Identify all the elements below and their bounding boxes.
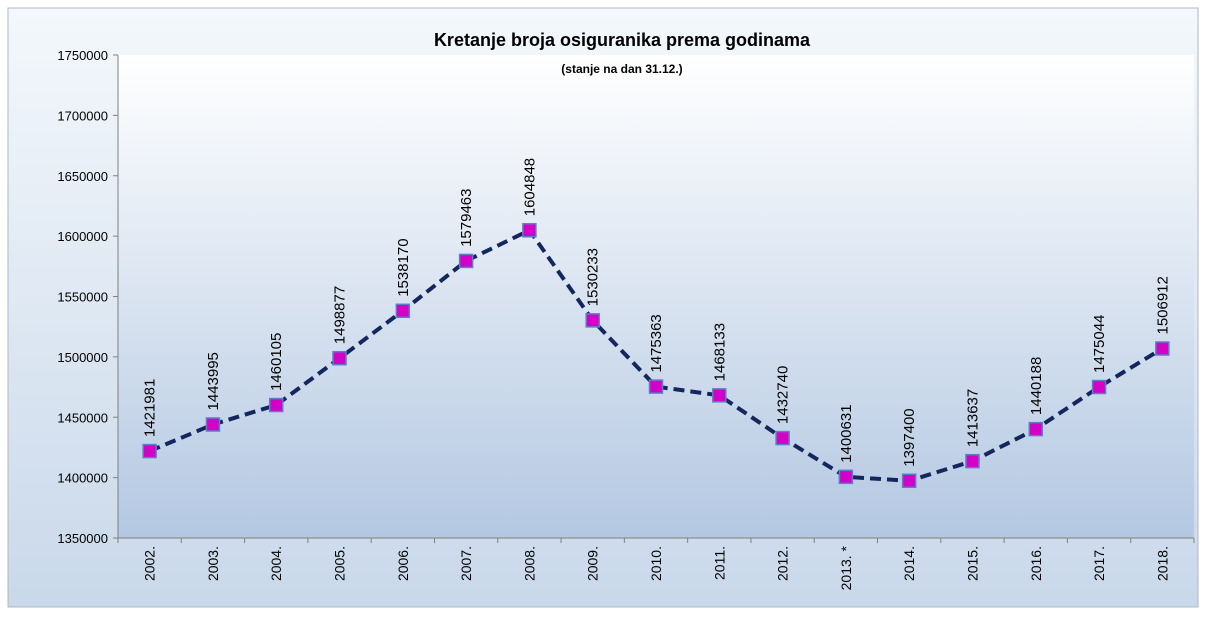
x-tick-label: 2006. [395, 546, 411, 581]
data-label: 1579463 [458, 189, 475, 247]
x-tick-label: 2003. [205, 546, 221, 581]
y-tick-label: 1450000 [57, 410, 108, 425]
x-tick-label: 2008. [521, 546, 537, 581]
marker [332, 350, 347, 366]
data-label: 1498877 [332, 286, 349, 344]
data-label: 1538170 [395, 238, 412, 296]
x-tick-label: 2011. [711, 546, 727, 580]
x-tick-label: 2012. [775, 546, 791, 581]
data-label: 1443995 [205, 352, 222, 410]
y-tick-label: 1550000 [57, 290, 108, 305]
x-tick-label: 2017. [1091, 546, 1107, 581]
marker [142, 443, 157, 459]
chart-title: Kretanje broja osiguranika prema godinam… [434, 30, 811, 50]
x-tick-label: 2014. [901, 546, 917, 581]
data-label: 1432740 [775, 366, 792, 424]
data-label: 1421981 [142, 379, 159, 437]
marker [458, 253, 474, 269]
x-tick-label: 2015. [964, 546, 980, 581]
marker [648, 379, 664, 394]
marker [585, 313, 600, 328]
y-tick-label: 1400000 [57, 471, 108, 486]
y-tick-label: 1350000 [57, 531, 108, 546]
y-tick-label: 1650000 [57, 169, 108, 184]
marker [901, 473, 917, 489]
x-tick-label: 2010. [648, 546, 664, 581]
data-label: 1475044 [1091, 315, 1108, 373]
x-tick-label: 2016. [1028, 546, 1044, 581]
plot-area [118, 55, 1194, 538]
y-tick-label: 1600000 [57, 229, 108, 244]
marker [965, 453, 980, 469]
marker [1028, 421, 1044, 437]
x-tick-label: 2018. [1154, 546, 1170, 581]
marker [1155, 341, 1170, 356]
marker [775, 430, 790, 446]
y-tick-label: 1750000 [57, 48, 108, 63]
marker [1091, 379, 1107, 395]
data-line [148, 228, 1164, 483]
x-tick-label: 2004. [268, 546, 284, 581]
data-label: 1440188 [1028, 357, 1045, 415]
marker [522, 223, 537, 238]
data-label: 1460105 [268, 333, 285, 391]
marker [712, 388, 727, 403]
y-tick-label: 1500000 [57, 350, 108, 365]
data-label: 1468133 [711, 323, 728, 381]
y-tick-label: 1700000 [57, 108, 108, 123]
marker [205, 417, 221, 432]
x-tick-label: 2013. * [838, 545, 854, 590]
x-tick-label: 2005. [332, 546, 348, 581]
data-label: 1604848 [521, 158, 538, 216]
marker [838, 469, 854, 485]
data-label: 1397400 [901, 408, 918, 466]
marker [395, 303, 411, 319]
x-tick-label: 2002. [142, 546, 158, 581]
data-label: 1400631 [838, 404, 855, 462]
data-label: 1413637 [964, 389, 981, 447]
data-label: 1506912 [1154, 276, 1171, 334]
x-tick-label: 2009. [585, 546, 601, 581]
chart-subtitle: (stanje na dan 31.12.) [561, 62, 682, 76]
marker [268, 397, 284, 413]
data-label: 1475363 [648, 314, 665, 372]
data-label: 1530233 [585, 248, 602, 306]
x-tick-label: 2007. [458, 546, 474, 581]
